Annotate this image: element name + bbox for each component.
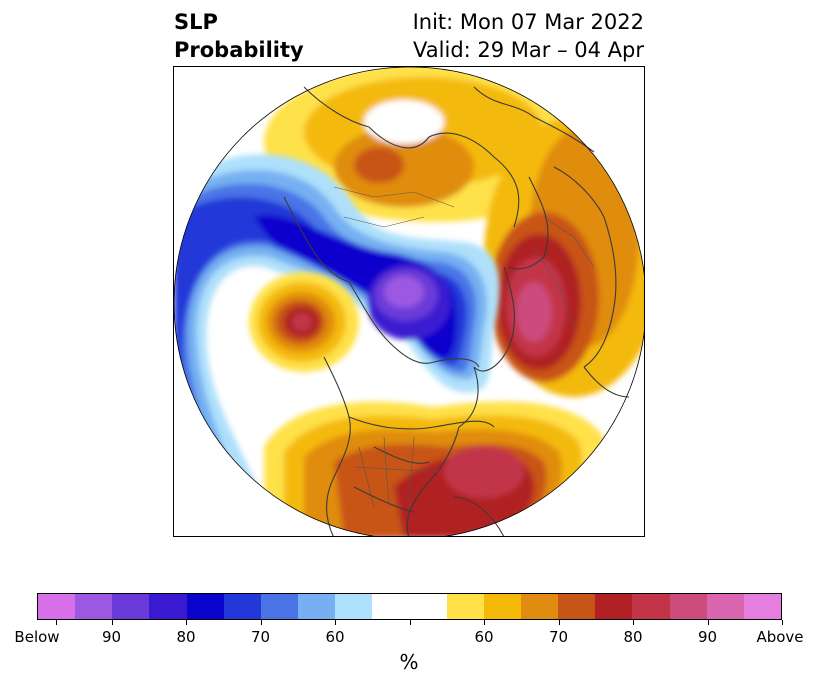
- colorbar-tick-label: Below: [14, 628, 60, 646]
- colorbar-segment: [446, 594, 484, 619]
- plot-title-left: SLP Probability: [174, 8, 304, 64]
- colorbar-tick-mark: [484, 620, 485, 625]
- political-borders: [333, 186, 595, 508]
- colorbar-segment: [260, 594, 299, 619]
- colorbar-tick-mark: [559, 620, 560, 625]
- colorbar-segment: [632, 594, 670, 619]
- colorbar-tick-label: 90: [101, 628, 122, 646]
- polar-map-panel: [173, 66, 645, 537]
- colorbar-tick-label: 80: [623, 628, 643, 646]
- colorbar-tick-label: 90: [697, 628, 718, 646]
- colorbar-segment: [483, 594, 522, 619]
- colorbar-segment: [112, 594, 150, 619]
- polar-stereographic-map: [174, 67, 644, 536]
- colorbar-tick-mark: [335, 620, 336, 625]
- colorbar-tick-mark: [186, 620, 187, 625]
- title-probability: Probability: [174, 38, 304, 62]
- colorbar-segment: [595, 594, 633, 619]
- colorbar-tick-label: Above: [756, 628, 804, 646]
- colorbar-tick-mark: [56, 620, 57, 625]
- title-valid-range: Valid: 29 Mar – 04 Apr: [413, 38, 644, 62]
- colorbar-units-label: %: [399, 650, 419, 674]
- colorbar-tick-mark: [633, 620, 634, 625]
- colorbar-tick-mark: [261, 620, 262, 625]
- colorbar-segment: [298, 594, 336, 619]
- colorbar-tick-mark: [410, 620, 411, 625]
- colorbar-tick-label: 60: [474, 628, 494, 646]
- colorbar-segment: [223, 594, 261, 619]
- colorbar-segment: [186, 594, 224, 619]
- colorbar-segment: [335, 594, 373, 619]
- colorbar-segment: [706, 594, 744, 619]
- title-slp: SLP: [174, 10, 218, 34]
- probability-field: [174, 67, 644, 536]
- colorbar-segment: [75, 594, 113, 619]
- colorbar-tick-label: 60: [325, 628, 345, 646]
- title-init-date: Init: Mon 07 Mar 2022: [412, 10, 644, 34]
- colorbar-tick-mark: [782, 620, 783, 625]
- colorbar-tick-label: 70: [548, 628, 569, 646]
- colorbar-tick-label: 80: [176, 628, 196, 646]
- colorbar-segment: [372, 594, 447, 619]
- colorbar-segment: [38, 594, 76, 619]
- colorbar-tick-label: 70: [250, 628, 271, 646]
- colorbar-segment: [558, 594, 596, 619]
- plot-title-right: Init: Mon 07 Mar 2022 Valid: 29 Mar – 04…: [413, 8, 644, 64]
- colorbar-segment: [669, 594, 707, 619]
- colorbar-segment: [743, 594, 782, 619]
- probability-colorbar: [37, 593, 782, 620]
- colorbar-tick-mark: [708, 620, 709, 625]
- colorbar-segment: [149, 594, 187, 619]
- colorbar-tick-mark: [112, 620, 113, 625]
- coastlines: [283, 86, 630, 536]
- colorbar-segment: [521, 594, 559, 619]
